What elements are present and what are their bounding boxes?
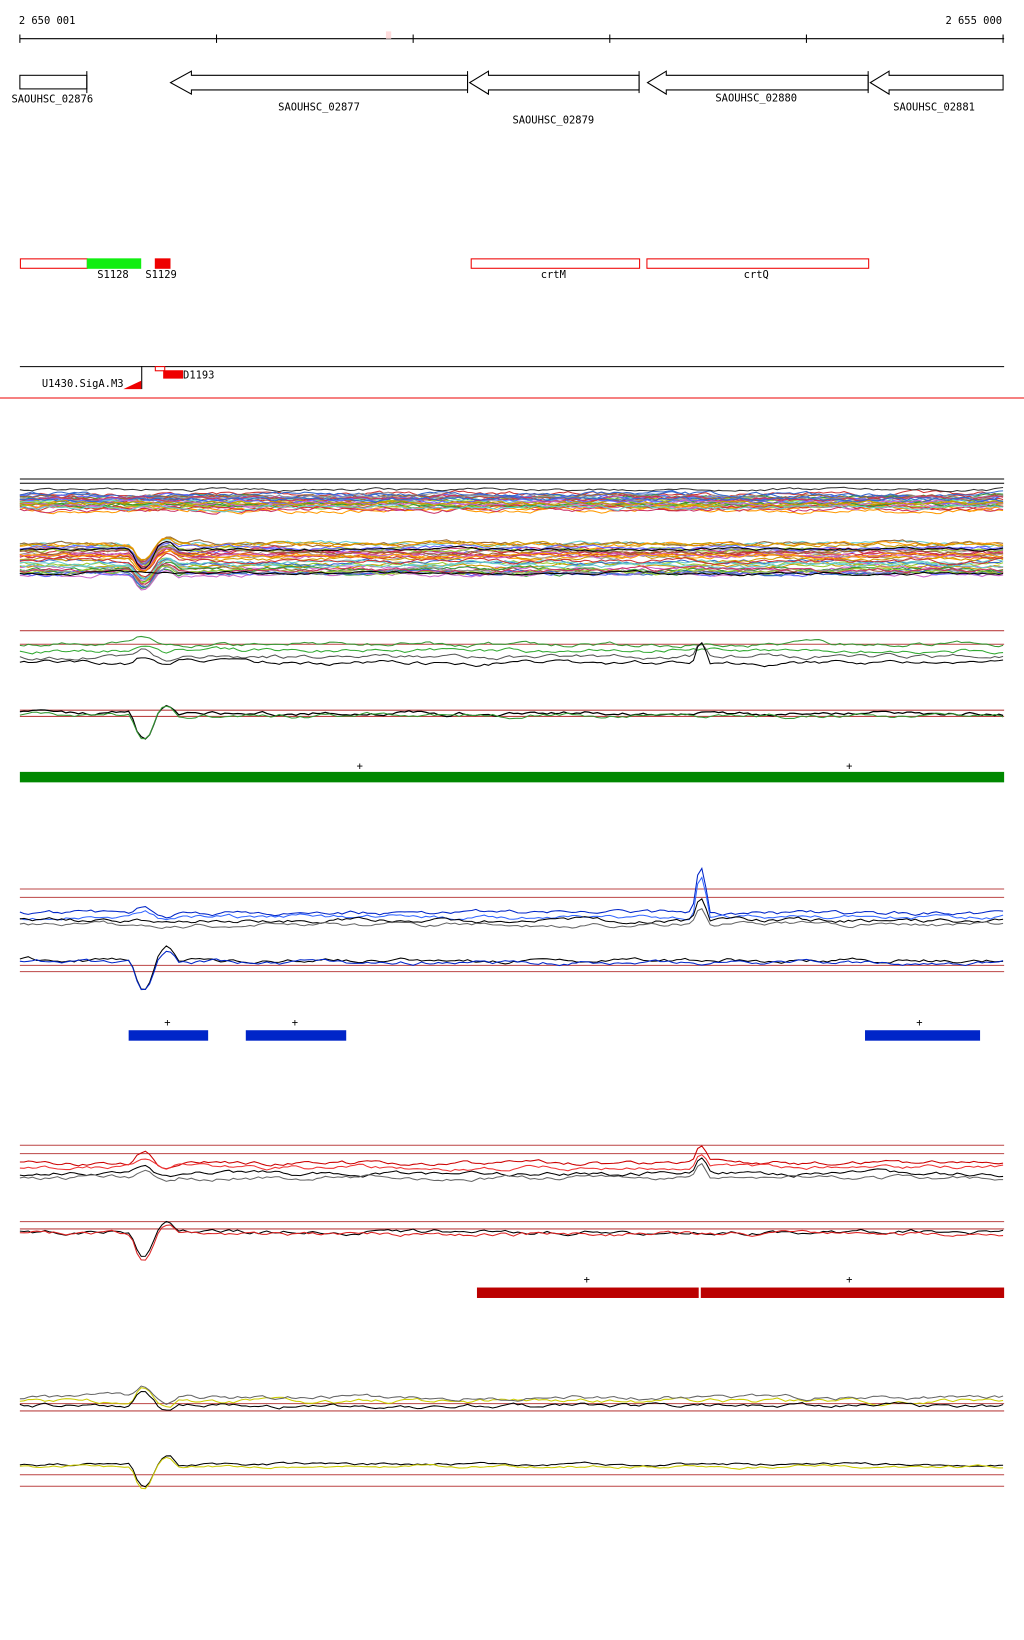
trace [19,557,1004,580]
features [19,258,870,269]
trace [19,537,1004,561]
trace [19,867,1004,919]
trace [19,499,1004,508]
trace [19,641,1004,668]
trace [19,503,1004,513]
trace [19,1387,1004,1408]
trace [19,490,1004,499]
track-marker: + [357,761,363,773]
trace [19,548,1004,568]
trace [19,550,1004,572]
genes [19,70,1004,96]
regulation-label: D1193 [183,369,214,381]
gene-label: SAOUHSC_02877 [278,102,360,114]
blue-bars [128,1030,981,1041]
gene-label: SAOUHSC_02881 [893,102,975,114]
trace [19,569,1004,577]
trace [19,1455,1004,1488]
green-bar [19,771,1005,783]
regulation [0,366,1024,399]
trace [19,541,1004,569]
trace [19,486,1004,493]
trace [19,1385,1004,1405]
trace [19,945,1004,990]
track-marker: + [584,1274,590,1286]
feature-label: crtQ [744,269,769,281]
trace [19,645,1004,655]
trace [19,1390,1004,1411]
trace [19,1224,1004,1261]
feature-label: S1129 [145,269,176,281]
trace [19,642,1004,662]
trace [19,1162,1004,1183]
regulation-label: U1430.SigA.M3 [42,378,124,390]
trace [19,563,1004,585]
trace [19,561,1004,583]
trace [19,565,1004,587]
trace [19,704,1004,740]
ruler-start: 2 650 001 [19,15,76,27]
ruler-end: 2 655 000 [945,15,1002,27]
trace [19,705,1004,740]
gene-label: SAOUHSC_02879 [512,114,594,126]
gene-label: SAOUHSC_02876 [11,93,93,105]
trace [19,552,1004,578]
trace [19,908,1004,929]
ruler-marker [385,31,392,39]
track-marker: + [164,1017,170,1029]
trace [19,1456,1004,1490]
feature-label: S1128 [97,269,128,281]
expression-traces [19,478,1005,1490]
gene-label: SAOUHSC_02880 [715,92,797,104]
track-marker: + [916,1017,922,1029]
trace [19,898,1004,925]
track-marker: + [292,1017,298,1029]
track-marker: + [846,761,852,773]
trace [19,496,1004,504]
trace [19,492,1004,502]
trace [19,558,1004,581]
trace [19,1220,1004,1257]
trace [19,876,1004,921]
track-marker: + [846,1274,852,1286]
feature-label: crtM [541,269,566,281]
ruler [19,34,1005,43]
trace [19,1154,1004,1172]
trace [19,635,1004,649]
red-bars [476,1287,1005,1298]
trace [19,950,1004,991]
trace [19,1145,1004,1170]
